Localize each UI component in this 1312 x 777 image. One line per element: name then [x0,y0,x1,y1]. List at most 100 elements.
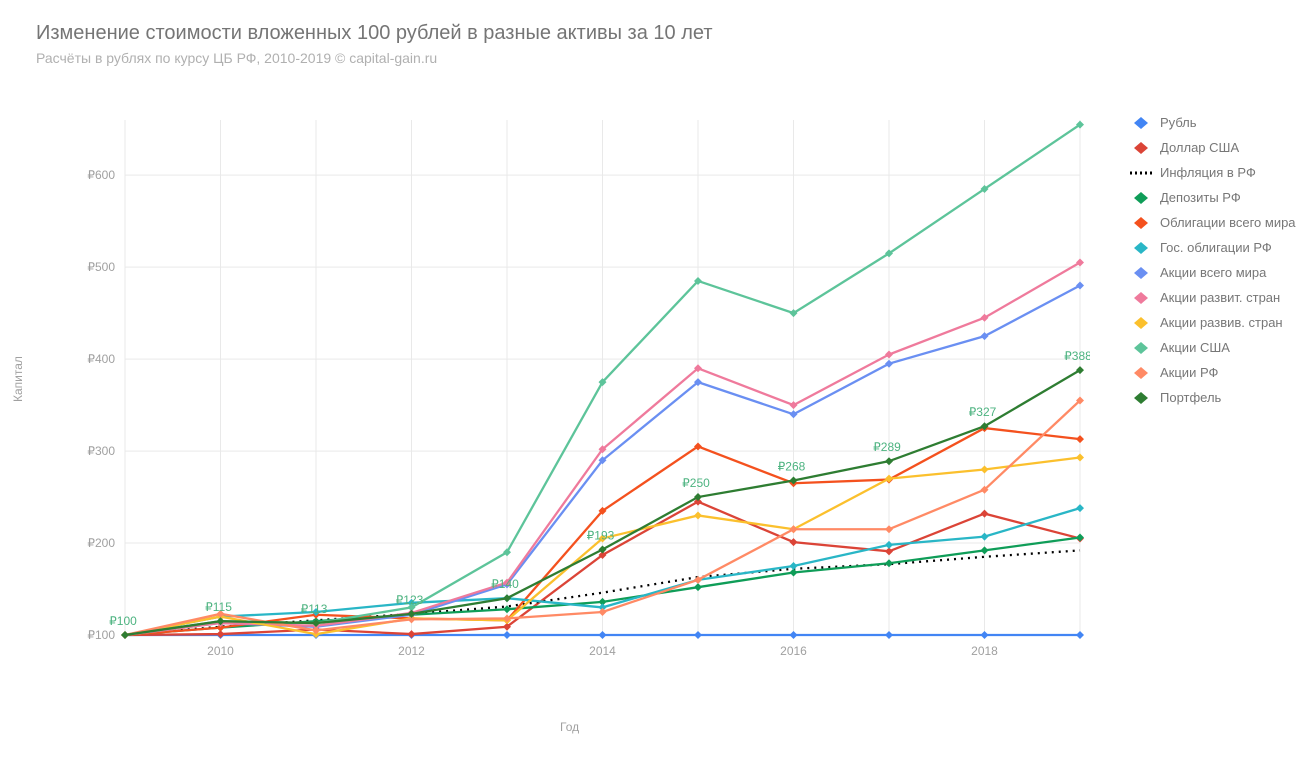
marker-portfolio [121,631,129,639]
svg-text:2012: 2012 [398,644,425,658]
svg-text:2014: 2014 [589,644,616,658]
legend-label: Портфель [1160,390,1221,405]
legend-label: Акции всего мира [1160,265,1266,280]
marker-world_bonds [1076,435,1084,443]
legend-label: Акции РФ [1160,365,1218,380]
marker-ruble [503,631,511,639]
legend-marker-icon [1130,266,1152,280]
portfolio-value-label: ₽327 [969,405,997,419]
legend-item-deposits[interactable]: Депозиты РФ [1130,190,1296,205]
marker-world_stocks [885,360,893,368]
svg-text:2016: 2016 [780,644,807,658]
marker-emerging_stocks [694,511,702,519]
marker-rf_stocks [599,608,607,616]
legend-item-world_bonds[interactable]: Облигации всего мира [1130,215,1296,230]
marker-portfolio [885,457,893,465]
marker-usd [790,538,798,546]
legend-label: Рубль [1160,115,1197,130]
marker-ruble [885,631,893,639]
marker-deposits [885,559,893,567]
legend-label: Акции США [1160,340,1230,355]
marker-world_stocks [790,410,798,418]
legend-marker-icon [1130,241,1152,255]
legend-marker-icon [1130,341,1152,355]
portfolio-value-label: ₽140 [491,577,519,591]
svg-text:2010: 2010 [207,644,234,658]
portfolio-value-label: ₽250 [682,476,710,490]
portfolio-value-label: ₽113 [301,602,328,616]
marker-ruble [981,631,989,639]
marker-portfolio [503,594,511,602]
svg-text:₽100: ₽100 [87,628,115,642]
legend: Рубль Доллар США Инфляция в РФ Депозиты РФ О… [1130,115,1296,415]
marker-rf_stocks [694,576,702,584]
legend-item-usd[interactable]: Доллар США [1130,140,1296,155]
legend-marker-icon [1130,216,1152,230]
legend-marker-icon [1130,166,1152,180]
legend-item-rf_stocks[interactable]: Акции РФ [1130,365,1296,380]
marker-emerging_stocks [1076,454,1084,462]
marker-rf_stocks [790,525,798,533]
marker-ruble [790,631,798,639]
marker-deposits [1076,534,1084,542]
portfolio-value-label: ₽100 [109,614,137,628]
legend-marker-icon [1130,291,1152,305]
marker-deposits [981,546,989,554]
marker-developed_stocks [885,351,893,359]
legend-item-ruble[interactable]: Рубль [1130,115,1296,130]
legend-label: Акции развив. стран [1160,315,1283,330]
portfolio-value-label: ₽289 [873,440,901,454]
legend-item-gov_bonds_rf[interactable]: Гос. облигации РФ [1130,240,1296,255]
portfolio-value-label: ₽388 [1064,349,1090,363]
line-chart: ₽100 ₽200 ₽300 ₽400 ₽500 ₽600 2010 2012 2014 201… [70,110,1090,680]
svg-text:₽200: ₽200 [87,536,115,550]
legend-item-portfolio[interactable]: Портфель [1130,390,1296,405]
portfolio-value-label: ₽193 [587,528,615,542]
portfolio-value-label: ₽268 [778,460,806,474]
legend-marker-icon [1130,116,1152,130]
marker-usd [981,510,989,518]
legend-label: Доллар США [1160,140,1239,155]
marker-emerging_stocks [981,465,989,473]
marker-rf_stocks [885,525,893,533]
chart-title: Изменение стоимости вложенных 100 рублей… [36,22,712,45]
y-axis-label: Капитал [11,356,25,402]
marker-gov_bonds_rf [1076,504,1084,512]
legend-marker-icon [1130,391,1152,405]
svg-text:₽300: ₽300 [87,444,115,458]
chart-subtitle: Расчёты в рублях по курсу ЦБ РФ, 2010-20… [36,50,437,66]
legend-item-inflation[interactable]: Инфляция в РФ [1130,165,1296,180]
svg-text:₽600: ₽600 [87,168,115,182]
marker-ruble [694,631,702,639]
legend-marker-icon [1130,141,1152,155]
marker-usd [408,630,416,638]
marker-ruble [599,631,607,639]
legend-label: Депозиты РФ [1160,190,1241,205]
legend-item-developed_stocks[interactable]: Акции развит. стран [1130,290,1296,305]
legend-marker-icon [1130,366,1152,380]
legend-item-emerging_stocks[interactable]: Акции развив. стран [1130,315,1296,330]
legend-label: Гос. облигации РФ [1160,240,1272,255]
svg-text:₽500: ₽500 [87,260,115,274]
marker-ruble [1076,631,1084,639]
legend-marker-icon [1130,191,1152,205]
legend-label: Инфляция в РФ [1160,165,1256,180]
marker-developed_stocks [790,401,798,409]
legend-label: Облигации всего мира [1160,215,1296,230]
portfolio-value-label: ₽123 [396,593,424,607]
svg-text:2018: 2018 [971,644,998,658]
marker-gov_bonds_rf [981,533,989,541]
portfolio-value-label: ₽115 [205,600,232,614]
marker-deposits [694,583,702,591]
marker-world_stocks [981,332,989,340]
legend-item-us_stocks[interactable]: Акции США [1130,340,1296,355]
legend-item-world_stocks[interactable]: Акции всего мира [1130,265,1296,280]
marker-world_stocks [1076,282,1084,290]
marker-gov_bonds_rf [885,541,893,549]
x-axis-label: Год [560,720,579,734]
marker-gov_bonds_rf [790,562,798,570]
marker-emerging_stocks [885,475,893,483]
legend-label: Акции развит. стран [1160,290,1280,305]
svg-text:₽400: ₽400 [87,352,115,366]
legend-marker-icon [1130,316,1152,330]
